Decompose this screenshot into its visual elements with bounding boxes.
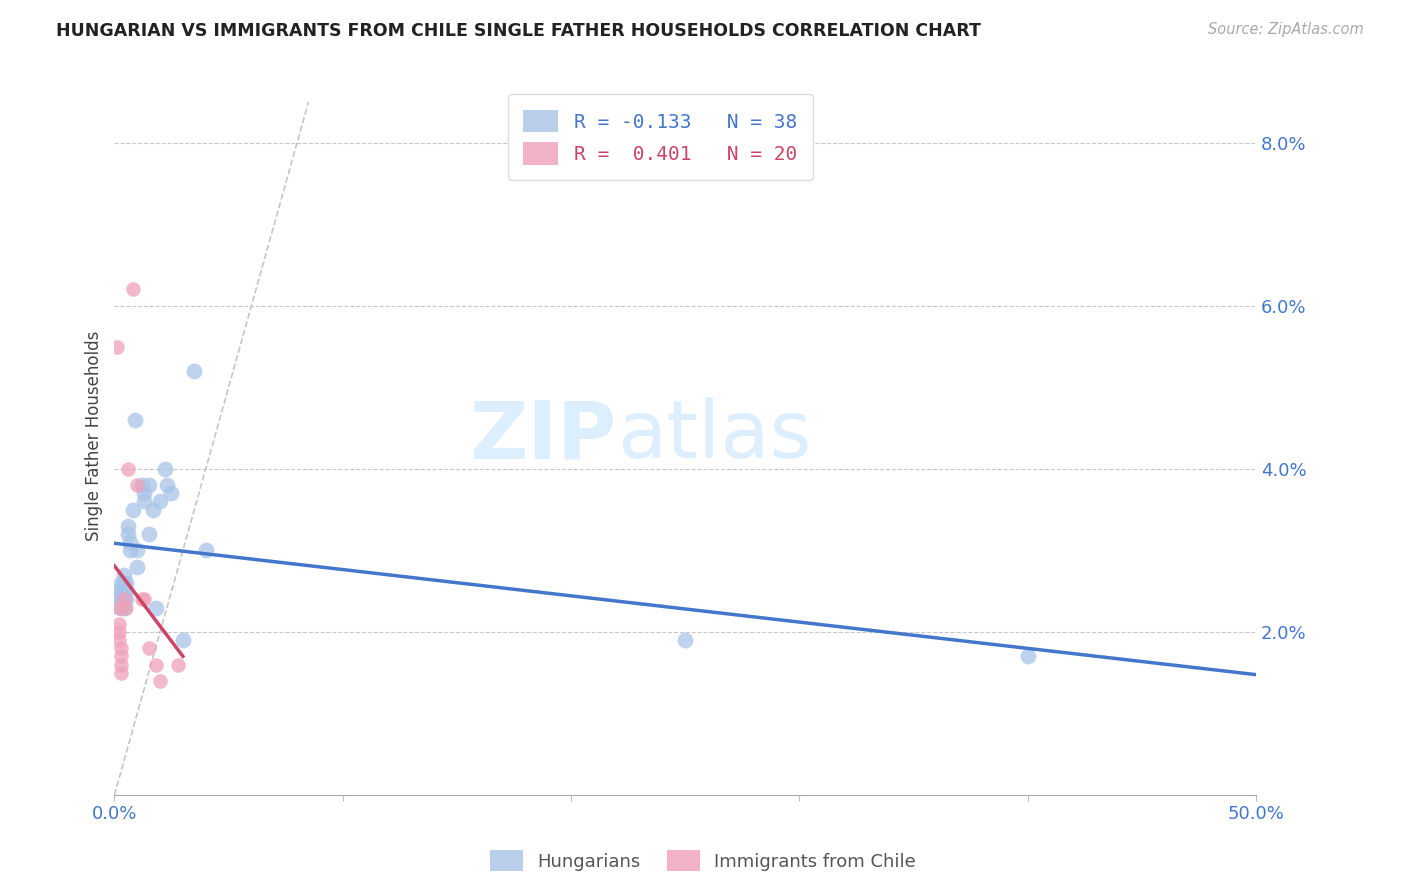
Point: [110, 600, 132, 615]
Point: [132, 486, 155, 500]
Point: [110, 576, 132, 591]
Point: [110, 657, 132, 672]
Point: [142, 502, 165, 516]
Point: [127, 543, 149, 558]
Point: [108, 624, 131, 639]
Point: [110, 592, 132, 607]
Point: [673, 633, 696, 648]
Point: [127, 559, 149, 574]
Point: [110, 641, 132, 656]
Point: [112, 600, 135, 615]
Point: [183, 364, 205, 378]
Point: [194, 543, 217, 558]
Text: HUNGARIAN VS IMMIGRANTS FROM CHILE SINGLE FATHER HOUSEHOLDS CORRELATION CHART: HUNGARIAN VS IMMIGRANTS FROM CHILE SINGL…: [56, 22, 981, 40]
Point: [112, 592, 135, 607]
Point: [149, 673, 172, 688]
Text: Source: ZipAtlas.com: Source: ZipAtlas.com: [1208, 22, 1364, 37]
Point: [131, 478, 153, 492]
Point: [121, 502, 143, 516]
Point: [114, 600, 136, 615]
Point: [138, 478, 160, 492]
Point: [114, 576, 136, 591]
Legend: Hungarians, Immigrants from Chile: Hungarians, Immigrants from Chile: [482, 843, 924, 879]
Point: [138, 641, 160, 656]
Point: [120, 535, 142, 549]
Point: [167, 657, 190, 672]
Point: [108, 584, 131, 599]
Point: [108, 633, 131, 648]
Point: [108, 616, 131, 631]
Text: ZIP: ZIP: [470, 397, 617, 475]
Point: [110, 649, 132, 664]
Point: [138, 527, 160, 541]
Point: [1017, 649, 1039, 664]
Point: [105, 340, 128, 354]
Point: [114, 584, 136, 599]
Point: [132, 592, 155, 607]
Point: [112, 584, 135, 599]
Point: [108, 600, 131, 615]
Point: [112, 576, 135, 591]
Point: [145, 600, 167, 615]
Point: [132, 494, 155, 508]
Text: atlas: atlas: [617, 397, 811, 475]
Y-axis label: Single Father Households: Single Father Households: [86, 331, 103, 541]
Point: [121, 283, 143, 297]
Point: [120, 543, 142, 558]
Point: [153, 462, 176, 476]
Point: [108, 592, 131, 607]
Legend: R = -0.133   N = 38, R =  0.401   N = 20: R = -0.133 N = 38, R = 0.401 N = 20: [508, 95, 813, 180]
Point: [145, 657, 167, 672]
Point: [131, 592, 153, 607]
Point: [110, 584, 132, 599]
Point: [172, 633, 194, 648]
Point: [114, 592, 136, 607]
Point: [149, 494, 172, 508]
Point: [117, 462, 139, 476]
Point: [117, 527, 139, 541]
Point: [160, 486, 183, 500]
Point: [117, 519, 139, 533]
Point: [127, 478, 149, 492]
Point: [156, 478, 179, 492]
Point: [110, 665, 132, 680]
Point: [124, 413, 146, 427]
Point: [112, 592, 135, 607]
Point: [112, 567, 135, 582]
